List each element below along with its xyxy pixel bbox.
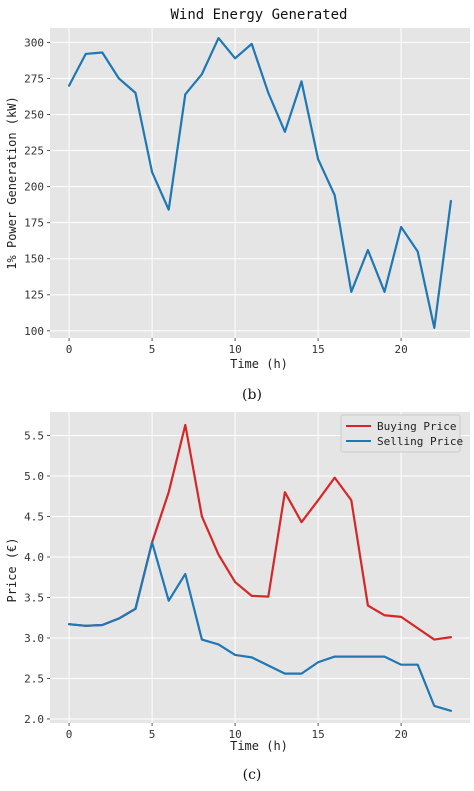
y-tick-label: 250: [24, 109, 44, 122]
y-tick-label: 150: [24, 253, 44, 266]
grid-lines: [50, 28, 470, 338]
y-tick-label: 300: [24, 36, 44, 49]
plot-background: [50, 412, 470, 723]
y-tick-label: 5.5: [24, 429, 44, 442]
y-tick-label: 275: [24, 72, 44, 85]
y-tick-label: 4.5: [24, 510, 44, 523]
x-tick-label: 5: [149, 728, 156, 741]
series-line-selling-price: [67, 541, 453, 712]
x-tick-label: 0: [66, 728, 73, 741]
y-tick-label: 5.0: [24, 470, 44, 483]
series-lines: [67, 36, 453, 330]
tick-labels: 0 5 10 15 20 2.0 2.5 3.0 3.5 4.0 4.5 5.0 5.5: [24, 429, 408, 741]
x-tick-label: 20: [394, 728, 407, 741]
chart-title: Wind Energy Generated: [170, 7, 347, 23]
series-line-wind-power: [67, 36, 453, 330]
x-tick-label: 0: [66, 343, 73, 356]
wind-energy-chart: 0 5 10 15 20 100 125 150 175 200 225 250 275 300 Wind…: [5, 7, 470, 403]
legend-box: [340, 414, 461, 453]
x-tick-label: 15: [311, 728, 324, 741]
y-tick-label: 3.0: [24, 632, 44, 645]
y-tick-label: 100: [24, 325, 44, 338]
y-tick-label: 225: [24, 145, 44, 158]
legend: Buying Price Selling Price: [340, 414, 463, 453]
y-tick-label: 3.5: [24, 591, 44, 604]
x-tick-label: 10: [228, 728, 241, 741]
figure-caption: (b): [242, 387, 262, 403]
figure-caption: (c): [243, 767, 262, 783]
price-chart: 0 5 10 15 20 2.0 2.5 3.0 3.5 4.0 4.5 5.0 5.5 Buying …: [5, 412, 470, 783]
series-lines: [67, 423, 453, 712]
x-tick-label: 10: [228, 343, 241, 356]
plot-background: [50, 28, 470, 338]
y-tick-label: 200: [24, 181, 44, 194]
y-tick-label: 125: [24, 289, 44, 302]
legend-label-buying-price: Buying Price: [377, 420, 456, 433]
x-axis-label: Time (h): [230, 739, 288, 753]
y-axis-label: 1% Power Generation (kW): [5, 96, 19, 269]
x-tick-label: 15: [311, 343, 324, 356]
y-axis-label: Price (€): [5, 537, 19, 602]
y-tick-label: 175: [24, 217, 44, 230]
y-tick-label: 2.5: [24, 672, 44, 685]
x-tick-label: 5: [149, 343, 156, 356]
legend-label-selling-price: Selling Price: [377, 435, 463, 448]
y-tick-label: 2.0: [24, 713, 44, 726]
grid-lines: [50, 412, 470, 723]
tick-labels: 0 5 10 15 20 100 125 150 175 200 225 250 275 300: [24, 36, 408, 356]
x-tick-label: 20: [394, 343, 407, 356]
y-tick-label: 4.0: [24, 551, 44, 564]
x-axis-label: Time (h): [230, 357, 288, 371]
